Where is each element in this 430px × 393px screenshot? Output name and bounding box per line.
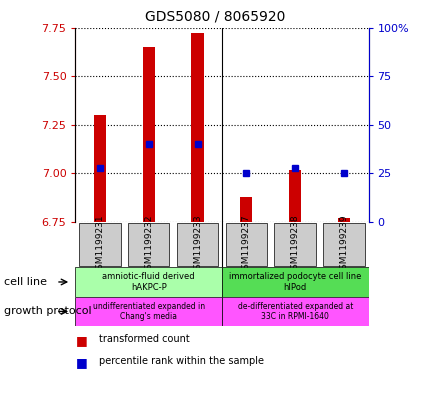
FancyBboxPatch shape bbox=[225, 223, 267, 266]
FancyBboxPatch shape bbox=[322, 223, 364, 266]
Text: undifferentiated expanded in
Chang's media: undifferentiated expanded in Chang's med… bbox=[92, 302, 204, 321]
FancyBboxPatch shape bbox=[79, 223, 120, 266]
Text: growth protocol: growth protocol bbox=[4, 307, 92, 316]
Text: percentile rank within the sample: percentile rank within the sample bbox=[99, 356, 264, 365]
Bar bbox=[221, 297, 368, 326]
Bar bbox=[93, 115, 106, 222]
Text: GDS5080 / 8065920: GDS5080 / 8065920 bbox=[145, 10, 285, 24]
Text: GSM1199237: GSM1199237 bbox=[241, 214, 250, 275]
Bar bbox=[75, 267, 221, 297]
FancyBboxPatch shape bbox=[274, 223, 315, 266]
Text: GSM1199233: GSM1199233 bbox=[193, 214, 202, 275]
Bar bbox=[142, 47, 154, 222]
FancyBboxPatch shape bbox=[128, 223, 169, 266]
Bar bbox=[289, 169, 301, 222]
Text: GSM1199232: GSM1199232 bbox=[144, 215, 153, 275]
Text: transformed count: transformed count bbox=[99, 334, 190, 344]
Text: amniotic-fluid derived
hAKPC-P: amniotic-fluid derived hAKPC-P bbox=[102, 272, 194, 292]
Bar bbox=[337, 218, 349, 222]
Text: de-differentiated expanded at
33C in RPMI-1640: de-differentiated expanded at 33C in RPM… bbox=[237, 302, 352, 321]
Bar bbox=[191, 33, 203, 222]
Text: GSM1199239: GSM1199239 bbox=[339, 214, 348, 275]
Bar bbox=[221, 267, 368, 297]
Bar bbox=[240, 197, 252, 222]
Text: ■: ■ bbox=[75, 356, 87, 369]
Text: cell line: cell line bbox=[4, 277, 47, 287]
Text: immortalized podocyte cell line
hIPod: immortalized podocyte cell line hIPod bbox=[228, 272, 361, 292]
Bar bbox=[75, 297, 221, 326]
Text: ■: ■ bbox=[75, 334, 87, 347]
Text: GSM1199231: GSM1199231 bbox=[95, 214, 104, 275]
Text: GSM1199238: GSM1199238 bbox=[290, 214, 299, 275]
FancyBboxPatch shape bbox=[176, 223, 218, 266]
